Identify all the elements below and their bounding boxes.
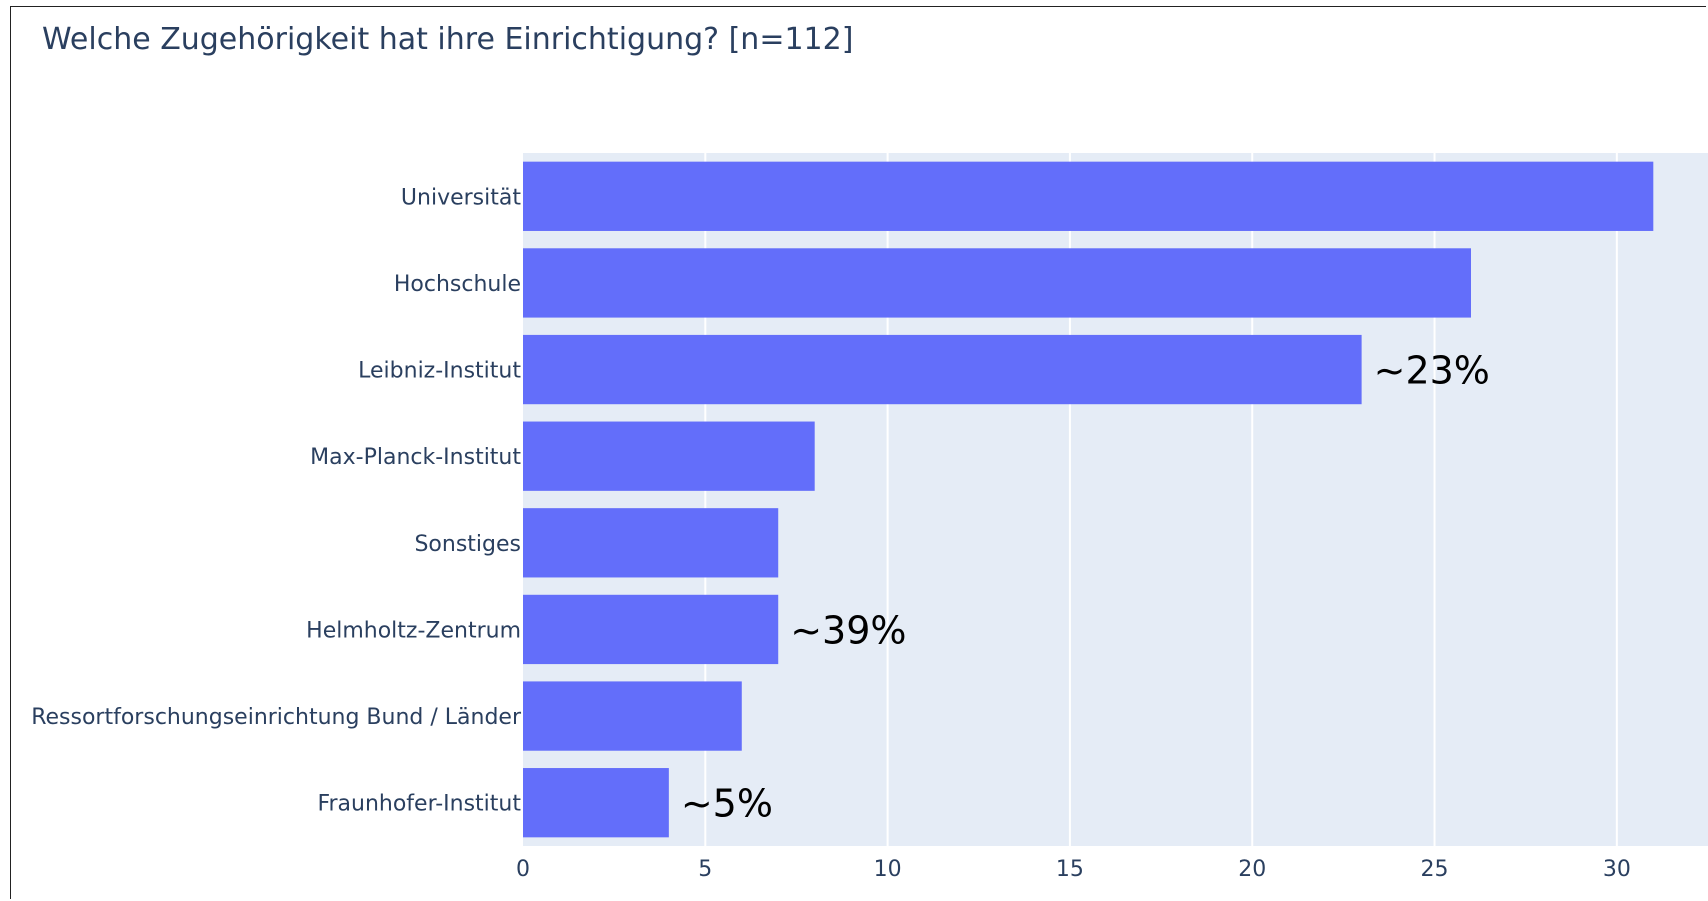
x-tick-label: 20 [1238, 857, 1266, 882]
category-label: Leibniz-Institut [358, 359, 521, 384]
x-tick-label: 15 [1056, 857, 1084, 882]
chart-title: Welche Zugehörigkeit hat ihre Einrichtig… [42, 22, 854, 57]
x-tick-label: 0 [516, 857, 530, 882]
x-tick-label: 5 [698, 857, 712, 882]
bar[interactable] [523, 161, 1654, 231]
annotation-label: ~5% [681, 782, 773, 826]
category-label: Ressortforschungseinrichtung Bund / Länd… [31, 705, 522, 730]
annotation-label: ~39% [790, 608, 906, 652]
bar[interactable] [523, 594, 779, 665]
bar[interactable] [523, 508, 779, 578]
category-label: Fraunhofer-Institut [317, 792, 521, 817]
bar[interactable] [523, 421, 815, 491]
category-label: Hochschule [394, 272, 521, 297]
bar[interactable] [523, 248, 1471, 318]
category-label: Universität [401, 185, 521, 210]
bar[interactable] [523, 334, 1362, 405]
x-tick-label: 10 [874, 857, 902, 882]
bar[interactable] [523, 681, 742, 751]
bar[interactable] [523, 768, 669, 838]
annotation-label: ~23% [1374, 349, 1490, 393]
x-tick-label: 25 [1421, 857, 1449, 882]
x-tick-label: 30 [1603, 857, 1631, 882]
category-label: Max-Planck-Institut [310, 445, 521, 470]
category-label: Helmholtz-Zentrum [306, 618, 521, 643]
category-label: Sonstiges [414, 532, 521, 557]
